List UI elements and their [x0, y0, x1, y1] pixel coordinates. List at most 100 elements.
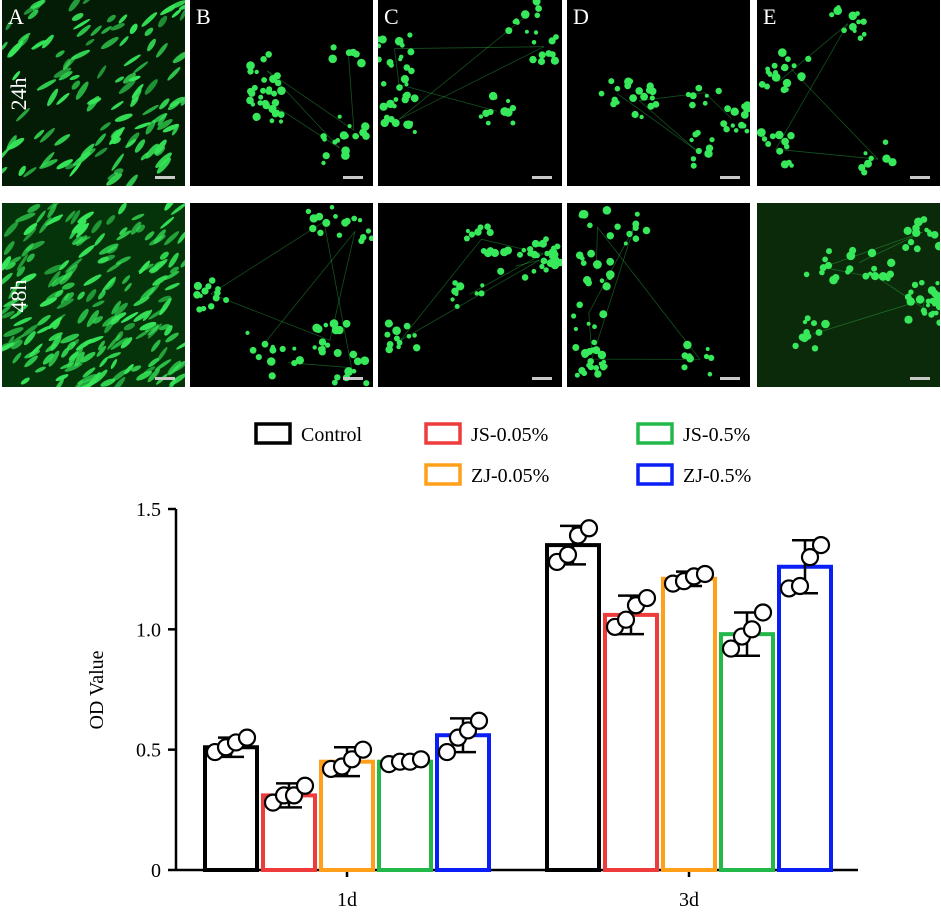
- cell: [166, 378, 177, 387]
- cell: [819, 269, 825, 276]
- cell: [882, 154, 891, 163]
- cell: [776, 147, 784, 155]
- cell: [510, 120, 516, 126]
- cell: [586, 321, 591, 326]
- cell: [136, 224, 145, 233]
- cell-process: [394, 46, 545, 50]
- cell: [330, 44, 337, 51]
- cell: [160, 4, 176, 16]
- cell: [704, 93, 709, 98]
- cell: [112, 376, 126, 387]
- cell: [154, 359, 172, 371]
- legend: Control JS-0.05% JS-0.5% ZJ-0.05% ZJ-0.5%: [254, 422, 751, 487]
- cell: [681, 364, 688, 371]
- cell: [140, 152, 150, 161]
- cell: [82, 367, 96, 378]
- cell: [71, 80, 81, 90]
- cell-process: [704, 92, 732, 119]
- cell: [212, 294, 220, 302]
- cell: [59, 271, 73, 285]
- scale-bar: [720, 176, 740, 179]
- micrograph-image: [598, 77, 750, 179]
- cell: [705, 347, 710, 351]
- cell: [574, 372, 580, 378]
- cell: [131, 88, 142, 104]
- cell: [534, 12, 541, 19]
- cell: [8, 256, 22, 265]
- cell: [106, 215, 116, 225]
- cell: [413, 344, 421, 352]
- cell: [7, 48, 16, 58]
- cell: [392, 326, 401, 335]
- cell: [177, 230, 185, 244]
- cell: [608, 78, 615, 85]
- scale-bar: [910, 176, 930, 179]
- cell: [407, 32, 413, 38]
- cell: [784, 87, 789, 92]
- cell: [317, 229, 324, 236]
- cell: [178, 4, 185, 10]
- cell-process: [267, 70, 355, 131]
- cell: [93, 315, 103, 324]
- bar-ZJ-0.5%: [777, 564, 833, 872]
- cell: [154, 139, 167, 155]
- cell: [685, 91, 691, 98]
- cell: [403, 322, 411, 330]
- cell: [77, 291, 85, 300]
- cell: [581, 351, 589, 358]
- cell: [180, 95, 185, 106]
- cell: [2, 272, 13, 286]
- cell: [257, 100, 263, 106]
- cell: [111, 300, 122, 315]
- cell: [604, 283, 611, 290]
- cell: [156, 157, 172, 174]
- cell: [695, 84, 703, 92]
- cell: [34, 366, 46, 373]
- cell: [349, 350, 358, 359]
- cell: [130, 221, 142, 235]
- cell: [155, 146, 166, 157]
- cell: [111, 153, 124, 171]
- cell: [246, 96, 254, 105]
- micrograph-image: [193, 205, 373, 387]
- cell: [862, 272, 870, 280]
- cell: [592, 324, 597, 330]
- data-point: [579, 519, 599, 538]
- cell: [585, 279, 592, 287]
- cell: [920, 216, 928, 223]
- cell: [804, 315, 811, 322]
- cell: [347, 124, 352, 129]
- cell: [333, 214, 338, 219]
- cell: [13, 317, 33, 327]
- cell: [100, 36, 119, 50]
- cell: [829, 12, 835, 18]
- cell: [139, 321, 157, 331]
- cell: [3, 221, 19, 237]
- cell: [362, 132, 370, 140]
- cell-process: [617, 93, 696, 151]
- cell: [336, 232, 343, 238]
- cell: [707, 371, 713, 377]
- cell: [77, 211, 94, 223]
- cell: [860, 18, 867, 25]
- cell: [740, 111, 749, 119]
- cell: [803, 271, 810, 278]
- cell: [23, 331, 36, 346]
- cell: [258, 94, 264, 100]
- cell: [144, 231, 155, 241]
- cell: [537, 57, 546, 66]
- cell: [176, 340, 185, 350]
- cell: [312, 323, 322, 333]
- cell: [778, 48, 787, 57]
- cell: [861, 31, 867, 37]
- cell: [634, 211, 640, 217]
- cell: [543, 267, 549, 273]
- cell: [254, 69, 259, 75]
- cell: [171, 124, 179, 136]
- cell: [454, 304, 460, 309]
- x-tick-label: 3d: [679, 889, 699, 911]
- cell: [593, 365, 600, 371]
- cell-process: [775, 23, 849, 150]
- cell: [54, 134, 71, 146]
- data-points: [205, 519, 831, 812]
